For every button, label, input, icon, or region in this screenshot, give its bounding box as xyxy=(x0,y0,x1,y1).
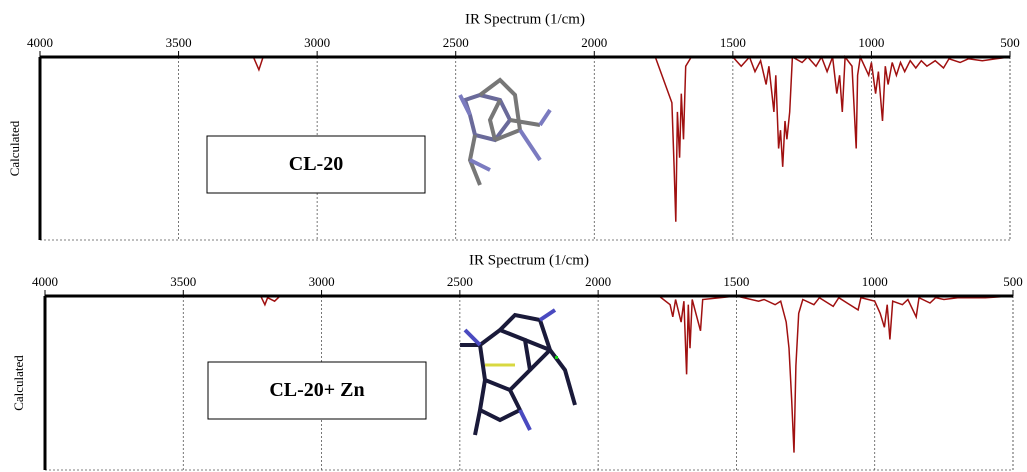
y-axis-label: Calculated xyxy=(11,355,26,411)
x-tick-label: 1500 xyxy=(720,35,746,50)
x-tick-label: 3000 xyxy=(309,274,335,289)
x-tick-label: 3500 xyxy=(170,274,196,289)
x-tick-label: 2500 xyxy=(447,274,473,289)
x-tick-label: 2000 xyxy=(585,274,611,289)
x-tick-label: 3000 xyxy=(304,35,330,50)
x-tick-label: 2500 xyxy=(443,35,469,50)
annotation: CL-20 xyxy=(289,153,343,175)
annotation: CL-20+ Zn xyxy=(269,379,364,401)
x-tick-label: 500 xyxy=(1003,274,1023,289)
molecule-2 xyxy=(460,310,575,435)
x-tick-label: 500 xyxy=(1000,35,1020,50)
molecule-1 xyxy=(460,80,550,185)
chart: IR Spectrum (1/cm) Calculated 4000 3500 3000… xyxy=(0,0,1027,472)
chart-title: IR Spectrum (1/cm) xyxy=(465,11,585,27)
x-tick-label: 3500 xyxy=(166,35,192,50)
y-axis-label: Calculated xyxy=(7,120,22,176)
chart-title: IR Spectrum (1/cm) xyxy=(469,252,589,268)
x-tick-label: 4000 xyxy=(32,274,58,289)
x-tick-label: 4000 xyxy=(27,35,53,50)
zinc-atom xyxy=(555,356,558,359)
x-tick-label: 1000 xyxy=(858,35,884,50)
x-tick-label: 1000 xyxy=(862,274,888,289)
x-tick-label: 2000 xyxy=(581,35,607,50)
x-tick-label: 1500 xyxy=(723,274,749,289)
